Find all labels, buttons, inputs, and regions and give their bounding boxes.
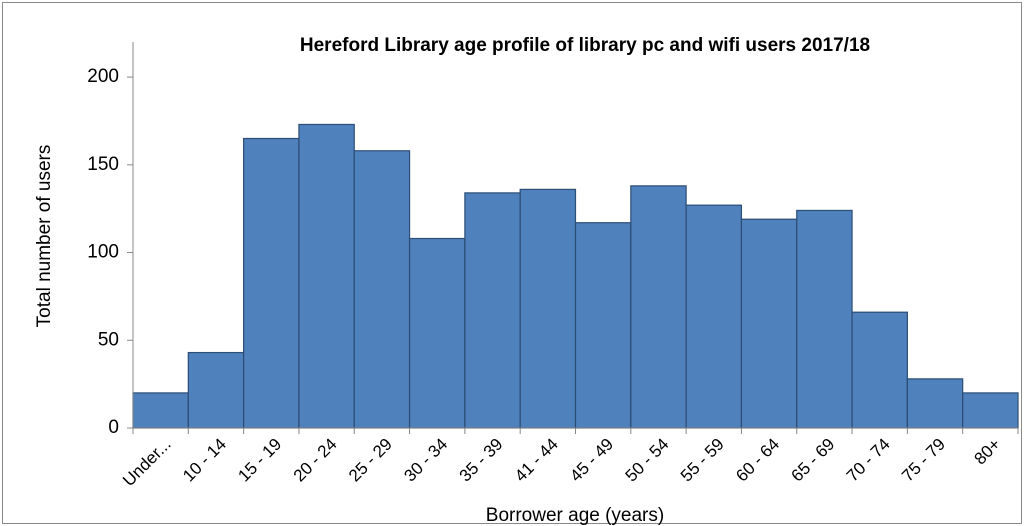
- x-axis-label: Borrower age (years): [486, 505, 664, 526]
- y-tick-label: 0: [108, 417, 119, 438]
- y-tick-label: 100: [87, 242, 119, 263]
- bar: [464, 192, 521, 429]
- bar: [187, 351, 245, 429]
- bar: [408, 237, 466, 429]
- bar: [851, 311, 908, 429]
- y-tick-label: 150: [87, 154, 119, 175]
- bar: [243, 137, 300, 429]
- bar: [630, 185, 687, 429]
- bar: [685, 204, 743, 429]
- y-tick-label: 200: [87, 66, 119, 87]
- bar: [132, 392, 189, 429]
- bar: [962, 392, 1019, 429]
- bar: [298, 123, 355, 429]
- chart-title: Hereford Library age profile of library …: [300, 35, 870, 56]
- bar: [740, 218, 798, 429]
- bar: [353, 150, 411, 429]
- y-axis-label: Total number of users: [34, 145, 55, 328]
- bar: [796, 209, 853, 429]
- bar: [906, 378, 964, 429]
- bar: [574, 222, 632, 429]
- y-tick-label: 50: [98, 329, 119, 350]
- bar: [519, 188, 577, 429]
